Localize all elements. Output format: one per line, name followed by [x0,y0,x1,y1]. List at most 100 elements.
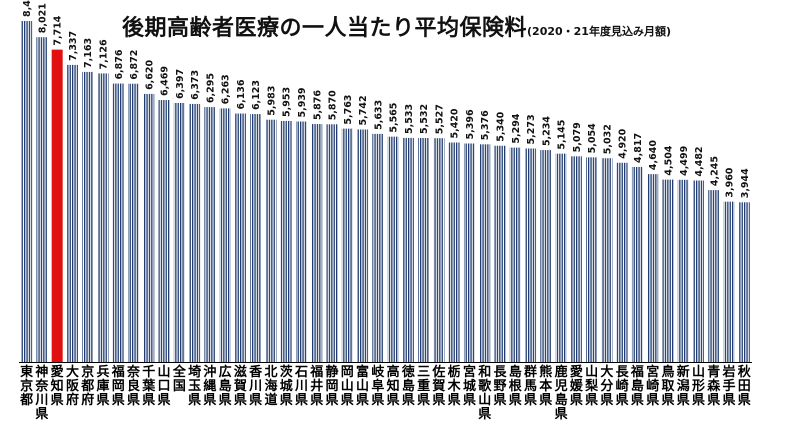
bar-高知県 [387,136,399,362]
category-label: 鹿児島県 [554,364,568,422]
value-label: 5,145 [557,120,568,150]
chart-title-block: 後期高齢者医療の一人当たり平均保険料(2020・21年度見込み月額) [0,10,793,42]
value-label: 5,532 [419,104,430,134]
category-label: 静岡県 [326,364,339,408]
value-label: 5,032 [602,124,613,154]
category-label: 千葉県 [141,364,156,408]
bar-群馬県 [525,148,537,362]
bar-山口県 [158,100,170,362]
category-label: 岐阜県 [371,364,385,408]
category-label: 長野県 [493,365,507,408]
category-label: 茨城県 [280,364,294,408]
bar-宮崎県 [647,174,659,362]
bar-岐阜県 [372,133,384,362]
bar-青森県 [708,190,720,362]
category-labels-group: 東京都神奈川県愛知県大阪府京都府兵庫県福岡県奈良県千葉県山口県全国埼玉県沖縄県広… [19,364,752,422]
bar-山形県 [693,180,705,362]
value-label: 6,295 [205,73,216,103]
bar-徳島県 [402,137,414,362]
value-label: 5,396 [465,109,476,139]
value-label: 4,499 [679,146,690,176]
bar-富山県 [357,129,369,362]
value-label: 5,340 [496,111,507,141]
value-label: 6,373 [190,70,201,100]
category-label: 群馬県 [524,364,537,408]
value-label: 3,944 [740,168,751,198]
chart-title: 後期高齢者医療の一人当たり平均保険料 [122,16,528,41]
bar-京都府 [82,71,94,362]
value-label: 5,054 [587,123,598,153]
category-label: 和歌山県 [478,364,492,422]
category-label: 愛媛県 [569,364,584,408]
category-label: 鳥取県 [661,364,675,408]
category-label: 新潟県 [677,364,690,408]
bar-大阪府 [66,64,78,363]
bar-滋賀県 [234,113,246,362]
bar-神奈川県 [36,37,48,362]
category-label: 岡山県 [341,365,354,408]
value-labels-group: 8,421 8,021 7,714 7,337 7,163 7,126 6,876 6,872… [22,0,751,198]
bar-秋田県 [738,202,750,362]
category-label: 徳島県 [401,364,415,408]
value-label: 5,763 [343,95,354,125]
value-label: 7,126 [98,39,109,69]
value-label: 5,527 [434,104,445,134]
value-label: 5,742 [358,95,369,125]
category-label: 福井県 [309,364,323,408]
value-label: 8,021 [37,3,48,33]
category-label: 全国 [172,364,187,394]
bar-全国 [173,102,185,363]
value-label: 5,876 [312,90,323,120]
bar-福岡県 [112,83,124,362]
bar-愛媛県 [570,156,582,362]
category-label: 福岡県 [111,364,125,408]
category-label: 宮崎県 [646,364,659,408]
value-label: 5,079 [572,122,583,152]
bar-静岡県 [326,124,338,362]
category-label: 富山県 [356,364,369,408]
category-label: 熊本県 [539,364,552,408]
value-label: 4,920 [618,128,629,158]
category-label: 宮城県 [463,364,476,408]
bar-島根県 [509,147,521,362]
value-label: 6,876 [114,49,125,79]
value-label: 6,136 [236,79,247,109]
bar-大分県 [601,158,613,362]
bar-東京都 [21,21,33,362]
bar-岩手県 [723,201,735,362]
category-label: 青森県 [707,364,721,408]
bar-沖縄県 [204,107,216,362]
category-label: 神奈川県 [34,364,49,422]
category-label: 三重県 [417,365,430,408]
value-label: 6,872 [129,50,140,80]
value-label: 6,397 [175,69,186,99]
value-label: 6,620 [144,59,155,89]
category-label: 島根県 [509,364,523,408]
bar-佐賀県 [433,138,445,362]
category-label: 沖縄県 [203,364,216,408]
bar-福井県 [311,124,323,362]
bar-奈良県 [128,83,140,362]
value-label: 5,939 [297,87,308,117]
category-label: 長崎県 [616,365,630,408]
value-label: 4,245 [709,156,720,186]
bar-鳥取県 [662,179,674,362]
value-label: 5,633 [373,100,384,130]
value-label: 4,482 [694,146,705,176]
bar-香川県 [250,114,262,362]
bar-熊本県 [540,150,552,362]
value-label: 5,234 [541,116,552,146]
value-label: 7,337 [68,31,79,61]
bar-愛知県 [51,49,63,362]
category-label: 京都府 [80,364,94,408]
category-label: 福島県 [630,364,644,408]
category-label: 北海道 [264,365,277,408]
category-label: 栃木県 [447,364,462,408]
chart-subtitle: (2020・21年度見込み月額) [527,25,671,38]
value-label: 6,123 [251,80,262,110]
category-label: 岩手県 [722,364,736,408]
bar-宮城県 [463,143,475,362]
value-label: 7,714 [53,15,64,45]
bar-新潟県 [677,179,689,362]
